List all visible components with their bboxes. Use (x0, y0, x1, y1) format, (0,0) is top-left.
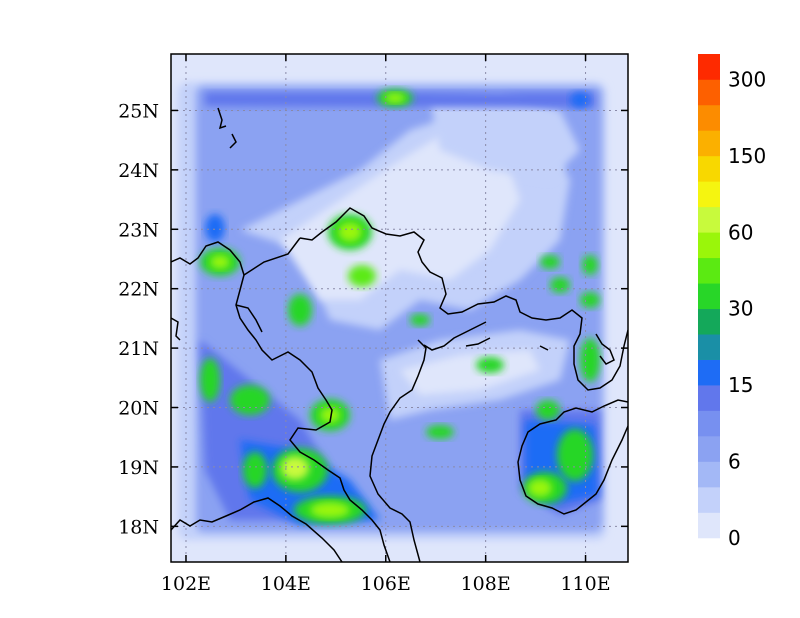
map-border (170, 53, 629, 563)
lat-tick-label: 22N (118, 279, 159, 301)
lat-tick-label: 25N (118, 100, 159, 122)
colorbar-swatch (698, 308, 720, 335)
lon-tick-label: 110E (560, 573, 610, 595)
colorbar-label: 30 (728, 297, 753, 321)
colorbar-swatch (698, 155, 720, 182)
colorbar-swatch (698, 385, 720, 411)
longitude-axis: 102E 104E 106E 108E 110E (161, 54, 611, 595)
colorbar-label: 15 (728, 373, 753, 397)
colorbar-swatch (698, 359, 720, 386)
colorbar-label: 6 (728, 450, 741, 474)
colorbar-swatch (698, 257, 720, 284)
coastline-borders (171, 107, 628, 562)
colorbar-label: 150 (728, 144, 766, 168)
lon-tick-label: 102E (161, 573, 211, 595)
lat-tick-label: 18N (118, 516, 159, 538)
colorbar: 0 6 15 30 60 150 300 (698, 54, 766, 550)
precip-field (171, 54, 628, 562)
colorbar-swatch (698, 283, 720, 310)
colorbar-swatch (698, 79, 720, 106)
colorbar-swatch (698, 512, 720, 539)
colorbar-swatch (698, 181, 720, 208)
lat-tick-label: 19N (118, 457, 159, 479)
lat-tick-label: 20N (118, 398, 159, 420)
colorbar-swatch (698, 54, 720, 80)
lat-tick-label: 24N (118, 160, 159, 182)
latitude-axis: 18N 19N 20N 21N 22N 23N 24N 25N (118, 100, 628, 538)
map-gridlines (171, 54, 628, 562)
lon-tick-label: 106E (361, 573, 411, 595)
colorbar-swatch (698, 104, 720, 131)
colorbar-swatch (698, 487, 720, 513)
colorbar-swatch (698, 206, 720, 233)
colorbar-label: 300 (728, 67, 766, 91)
colorbar-swatch (698, 130, 720, 157)
colorbar-swatch (698, 461, 720, 488)
colorbar-swatch (698, 410, 720, 437)
colorbar-swatch (698, 334, 720, 360)
lat-tick-label: 23N (118, 219, 159, 241)
lat-tick-label: 21N (118, 338, 159, 360)
lon-tick-label: 108E (461, 573, 511, 595)
colorbar-swatch (698, 436, 720, 462)
colorbar-label: 0 (728, 526, 741, 550)
colorbar-label: 60 (728, 220, 753, 244)
colorbar-swatch (698, 232, 720, 259)
lon-tick-label: 104E (261, 573, 311, 595)
